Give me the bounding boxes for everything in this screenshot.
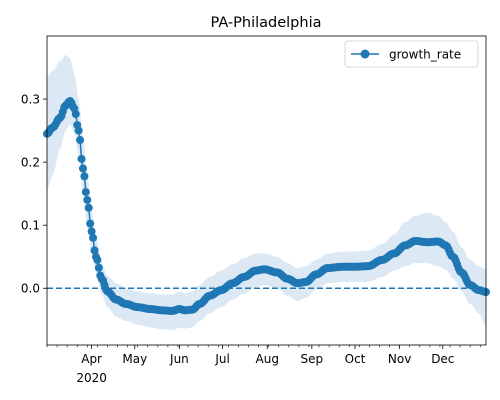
x-tick-label: Nov — [388, 352, 411, 366]
legend-box — [344, 40, 479, 68]
y-tick-label: 0.2 — [21, 155, 40, 169]
y-tick-label: 0.1 — [21, 218, 40, 232]
growth-rate-point — [94, 263, 103, 272]
growth-rate-point — [89, 233, 98, 242]
x-tick-label: Aug — [256, 352, 279, 366]
x-tick-year-label: 2020 — [76, 371, 107, 385]
growth-rate-point — [81, 188, 90, 197]
axes-frame — [46, 35, 487, 346]
growth-rate-point — [86, 219, 95, 228]
y-axis: 0.0 0.1 0.2 0.3 — [21, 92, 47, 296]
growth-rate-point — [78, 164, 87, 173]
y-tick-label: 0.0 — [21, 282, 40, 296]
growth-rate-point — [77, 154, 86, 163]
y-tick-label: 0.3 — [21, 92, 40, 106]
plot-area — [43, 54, 490, 330]
growth-rate-point — [84, 203, 93, 212]
x-tick-label: Oct — [345, 352, 366, 366]
x-tick-label: Dec — [431, 352, 454, 366]
x-axis: Apr 2020 May Jun Jul Aug Sep Oct Nov Dec — [46, 345, 481, 385]
growth-rate-point — [90, 246, 99, 255]
legend-label: growth_rate — [389, 48, 461, 62]
growth-rate-point — [87, 227, 96, 236]
growth-rate-point — [74, 126, 83, 135]
growth-rate-point — [71, 110, 80, 119]
growth-rate-point — [83, 195, 92, 204]
growth-rate-point — [93, 255, 102, 264]
legend: growth_rate — [344, 40, 479, 68]
x-tick-label: Apr — [81, 352, 102, 366]
chart-title: PA-Philadelphia — [211, 15, 322, 31]
x-tick-label: May — [122, 352, 147, 366]
x-tick-label: Jun — [169, 352, 189, 366]
x-tick-label: Sep — [301, 352, 324, 366]
x-tick-label: Jul — [214, 352, 229, 366]
growth-rate-point — [76, 136, 85, 145]
growth-rate-point — [80, 172, 89, 181]
legend-marker-swatch — [360, 49, 370, 59]
series-layer — [43, 96, 490, 315]
